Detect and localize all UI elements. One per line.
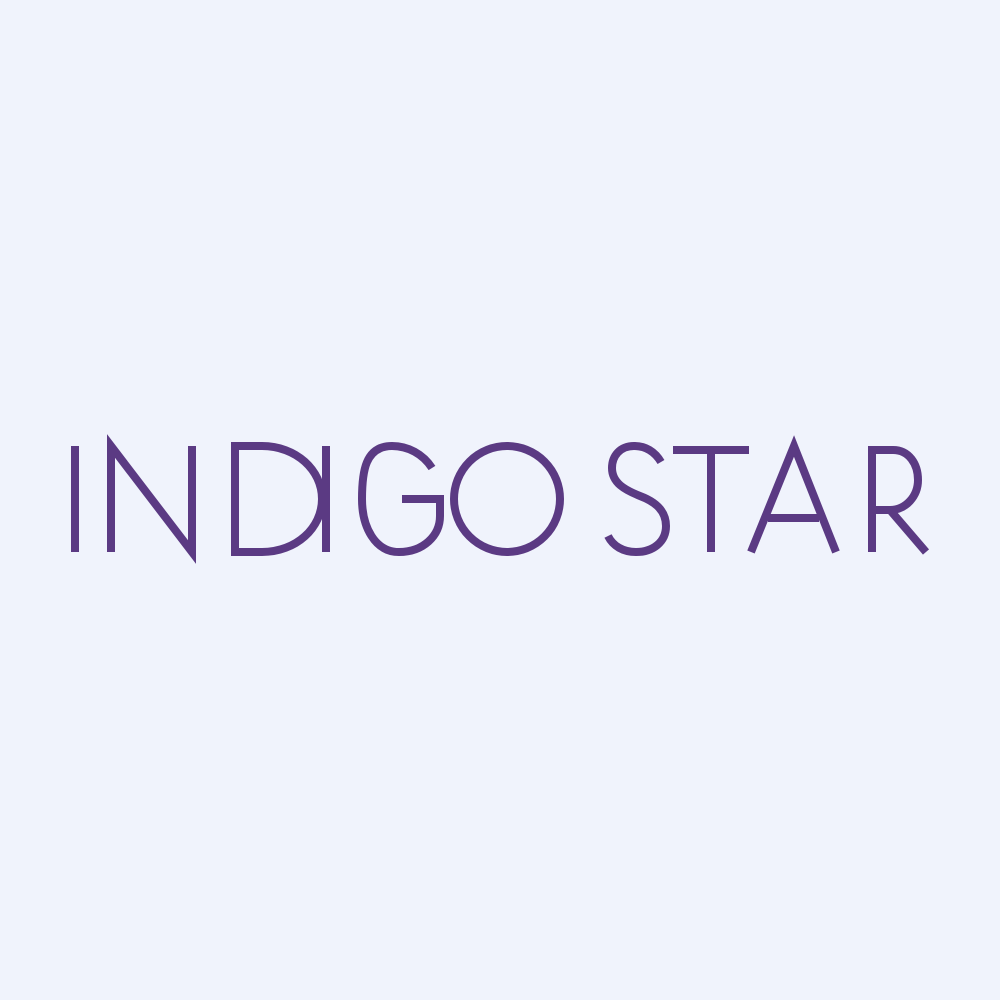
logo-letter-g	[357, 441, 444, 557]
logo-letter-d	[231, 442, 327, 556]
logo-letter-n	[107, 434, 196, 564]
logo-letter-s	[604, 441, 671, 557]
logo-letter-a	[747, 435, 840, 554]
logo-letter-o	[450, 442, 564, 556]
logo-letter-r	[868, 446, 930, 555]
